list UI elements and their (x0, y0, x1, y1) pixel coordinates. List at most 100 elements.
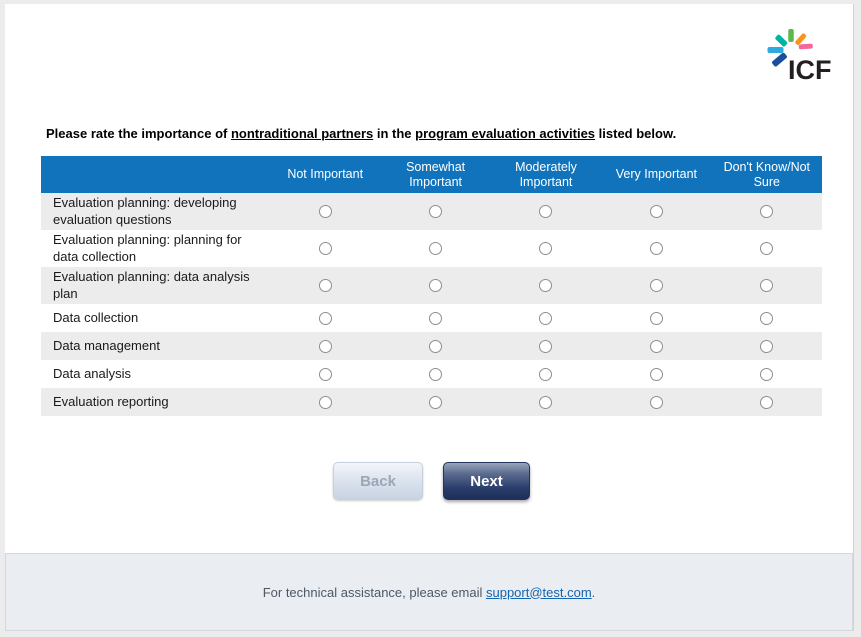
question-underlined-2: program evaluation activities (415, 126, 596, 141)
main-content: Please rate the importance of nontraditi… (41, 126, 822, 500)
radio-r6-c4[interactable] (649, 367, 663, 381)
table-row: Evaluation planning: developing evaluati… (41, 193, 822, 230)
option-cell (270, 267, 380, 304)
option-cell (601, 388, 711, 416)
radio-r7-c4[interactable] (649, 395, 663, 409)
row-label: Data analysis (53, 365, 132, 381)
radio-r4-c1[interactable] (318, 311, 332, 325)
footer-text-before: For technical assistance, please email (262, 584, 486, 600)
radio-r2-c5[interactable] (760, 242, 774, 255)
radio-r3-c1[interactable] (318, 279, 332, 292)
option-cell (270, 388, 380, 416)
radio-r3-c5[interactable] (760, 279, 774, 292)
option-cell (491, 230, 601, 267)
matrix-header-row: Not Important Somewhat Important Moderat… (41, 156, 822, 193)
table-row: Evaluation planning: planning for data c… (41, 230, 822, 267)
radio-r7-c1[interactable] (318, 395, 332, 409)
radio-r4-c5[interactable] (760, 311, 774, 325)
row-label: Evaluation planning: planning for data c… (53, 232, 242, 264)
table-row: Data management (41, 332, 822, 360)
table-row: Data collection (41, 304, 822, 332)
next-button[interactable]: Next (443, 462, 530, 500)
option-cell (712, 388, 822, 416)
option-cell (601, 230, 711, 267)
radio-r4-c4[interactable] (649, 311, 663, 325)
radio-r6-c3[interactable] (539, 367, 553, 381)
radio-r4-c2[interactable] (429, 311, 443, 325)
radio-r5-c3[interactable] (539, 339, 553, 353)
option-cell (270, 193, 380, 230)
option-cell (380, 304, 490, 332)
option-cell (380, 193, 490, 230)
option-cell (270, 230, 380, 267)
logo-ray-upper-left (775, 34, 788, 47)
radio-r4-c3[interactable] (539, 311, 553, 325)
question-text: Please rate the importance of nontraditi… (46, 126, 822, 142)
radio-r6-c2[interactable] (429, 367, 443, 381)
option-cell (601, 267, 711, 304)
option-cell (601, 193, 711, 230)
column-header-not-important: Not Important (287, 167, 364, 181)
radio-r7-c2[interactable] (429, 395, 443, 409)
footer-text-after: . (591, 584, 596, 600)
radio-r1-c1[interactable] (318, 205, 332, 218)
radio-r5-c1[interactable] (318, 339, 332, 353)
row-label: Evaluation reporting (53, 393, 169, 409)
option-cell (270, 360, 380, 388)
question-underlined-1: nontraditional partners (230, 126, 374, 141)
option-cell (491, 360, 601, 388)
table-row: Evaluation reporting (41, 388, 822, 416)
radio-r6-c1[interactable] (318, 367, 332, 381)
radio-r1-c2[interactable] (429, 205, 443, 218)
radio-r6-c5[interactable] (760, 367, 774, 381)
radio-r3-c3[interactable] (539, 279, 553, 292)
back-button[interactable]: Back (333, 462, 423, 500)
footer-bar: For technical assistance, please email s… (5, 553, 853, 631)
matrix-header-spacer (41, 156, 270, 193)
option-cell (712, 267, 822, 304)
table-row: Evaluation planning: data analysis plan (41, 267, 822, 304)
radio-r1-c5[interactable] (760, 205, 774, 218)
option-cell (712, 360, 822, 388)
radio-r7-c5[interactable] (760, 395, 774, 409)
option-cell (380, 332, 490, 360)
question-part1: Please rate the importance of (46, 126, 231, 141)
logo-text: ICF (788, 55, 832, 84)
table-row: Data analysis (41, 360, 822, 388)
radio-r3-c4[interactable] (649, 279, 663, 292)
option-cell (712, 304, 822, 332)
column-header-dont-know: Don't Know/Not Sure (723, 159, 811, 189)
radio-r5-c4[interactable] (649, 339, 663, 353)
option-cell (380, 388, 490, 416)
radio-r3-c2[interactable] (429, 279, 443, 292)
logo-ray-right (798, 43, 813, 50)
logo-ray-left (767, 47, 784, 53)
option-cell (601, 360, 711, 388)
logo-ray-lower-left (772, 52, 787, 67)
option-cell (491, 304, 601, 332)
question-part3: listed below. (595, 126, 677, 141)
option-cell (270, 332, 380, 360)
radio-r2-c3[interactable] (539, 242, 553, 255)
radio-r2-c1[interactable] (318, 242, 332, 255)
column-header-somewhat-important: Somewhat Important (406, 159, 466, 189)
option-cell (712, 193, 822, 230)
support-email-link[interactable]: support@test.com (485, 584, 592, 600)
option-cell (601, 304, 711, 332)
radio-r1-c4[interactable] (649, 205, 663, 218)
rating-matrix: Not Important Somewhat Important Moderat… (41, 156, 822, 416)
radio-r5-c2[interactable] (429, 339, 443, 353)
radio-r7-c3[interactable] (539, 395, 553, 409)
row-label: Evaluation planning: data analysis plan (53, 269, 250, 301)
option-cell (491, 388, 601, 416)
radio-r5-c5[interactable] (760, 339, 774, 353)
logo-ray-upper-right (795, 33, 807, 45)
logo-ray-top (788, 29, 794, 42)
option-cell (601, 332, 711, 360)
radio-r2-c4[interactable] (649, 242, 663, 255)
option-cell (491, 332, 601, 360)
row-label: Evaluation planning: developing evaluati… (53, 195, 237, 227)
radio-r1-c3[interactable] (539, 205, 553, 218)
radio-r2-c2[interactable] (429, 242, 443, 255)
column-header-moderately-important: Moderately Important (515, 159, 577, 189)
